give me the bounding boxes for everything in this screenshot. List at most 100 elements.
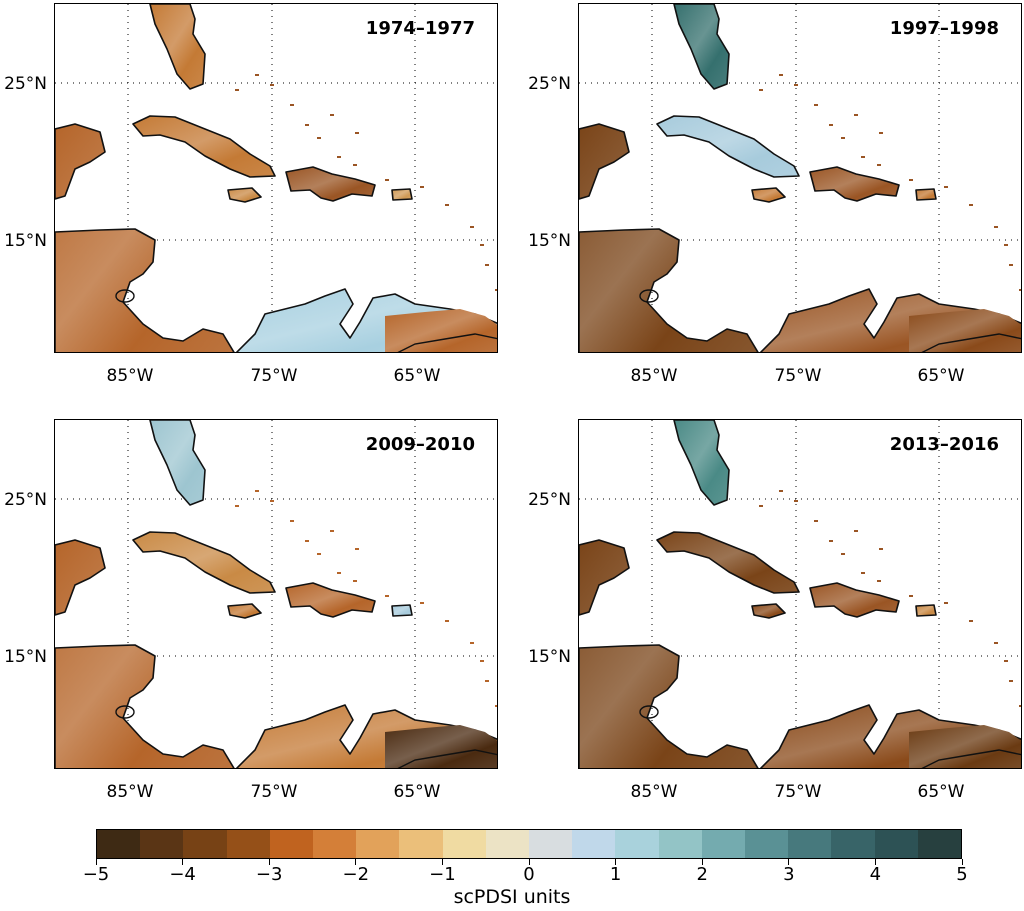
- small-island: [305, 124, 309, 126]
- map-panel-2009-2010: 2009–2010: [54, 419, 498, 769]
- colorbar-tick-label: 3: [783, 864, 795, 885]
- small-island: [944, 186, 948, 188]
- colorbar-tick-label: 2: [696, 864, 708, 885]
- small-island: [854, 114, 858, 116]
- small-island: [841, 137, 845, 139]
- small-island: [759, 89, 763, 91]
- south-america-east-region: [909, 309, 1021, 352]
- colorbar-segment: [269, 830, 314, 858]
- panel-title: 1974–1977: [365, 18, 475, 39]
- small-island: [355, 548, 359, 550]
- small-island: [1009, 264, 1013, 266]
- lat-label-15n: 15°N: [528, 231, 571, 251]
- jamaica-region: [751, 603, 786, 619]
- small-island: [879, 548, 883, 550]
- small-island: [330, 114, 334, 116]
- small-island: [779, 74, 783, 76]
- small-island: [317, 553, 321, 555]
- lon-label-85w: 85°W: [106, 366, 154, 386]
- colorbar-title: scPDSI units: [453, 886, 571, 908]
- small-island: [841, 553, 845, 555]
- lat-label-15n: 15°N: [4, 231, 47, 251]
- central-america-region: [55, 539, 235, 768]
- border-line: [921, 333, 1021, 352]
- hispaniola-region: [809, 582, 900, 618]
- lon-label-75w: 75°W: [250, 366, 298, 386]
- colorbar-segment: [356, 830, 400, 858]
- colorbar-tick-label: −1: [429, 864, 456, 885]
- small-island: [1009, 680, 1013, 682]
- lat-label-15n: 15°N: [4, 647, 47, 667]
- small-island: [485, 264, 489, 266]
- colorbar-tick-label: 0: [523, 864, 535, 885]
- map-canvas: [55, 4, 497, 352]
- small-island: [969, 620, 973, 622]
- colorbar-tick-label: −5: [82, 864, 110, 885]
- border-line: [921, 749, 1021, 768]
- colorbar-segment: [615, 830, 659, 858]
- small-island: [1004, 660, 1008, 662]
- puerto-rico-region: [391, 604, 413, 617]
- lon-label-85w: 85°W: [630, 782, 678, 802]
- colorbar-segment: [572, 830, 616, 858]
- border-line: [397, 749, 497, 768]
- small-island: [909, 179, 913, 181]
- small-island: [420, 602, 424, 604]
- small-island: [255, 490, 259, 492]
- small-island: [355, 132, 359, 134]
- puerto-rico-region: [915, 188, 937, 201]
- lat-label-25n: 25°N: [4, 490, 47, 510]
- small-island: [994, 642, 998, 644]
- colorbar-tick: [961, 859, 963, 865]
- hispaniola-region: [285, 166, 376, 202]
- florida-region: [149, 420, 206, 506]
- map-panel-2013-2016: 2013–2016: [578, 419, 1022, 769]
- colorbar-segment: [917, 830, 962, 858]
- colorbar-tick-label: 5: [956, 864, 968, 885]
- small-island: [909, 595, 913, 597]
- lon-label-65w: 65°W: [917, 366, 965, 386]
- small-island: [290, 520, 294, 522]
- lake-outline: [115, 289, 135, 303]
- small-island: [794, 500, 798, 502]
- small-island: [944, 602, 948, 604]
- lon-label-75w: 75°W: [250, 782, 298, 802]
- small-island: [829, 124, 833, 126]
- colorbar-tick: [701, 859, 703, 865]
- small-island: [317, 137, 321, 139]
- small-island: [385, 595, 389, 597]
- small-island: [330, 530, 334, 532]
- small-island: [445, 620, 449, 622]
- small-island: [994, 226, 998, 228]
- small-island: [854, 530, 858, 532]
- lon-label-75w: 75°W: [774, 782, 822, 802]
- small-island: [470, 642, 474, 644]
- colorbar-tick: [874, 859, 876, 865]
- small-island: [779, 490, 783, 492]
- small-island: [337, 572, 341, 574]
- central-america-region: [579, 123, 759, 352]
- colorbar-segment: [399, 830, 443, 858]
- small-island: [485, 680, 489, 682]
- puerto-rico-region: [391, 188, 413, 201]
- puerto-rico-region: [915, 604, 937, 617]
- small-island: [877, 164, 881, 166]
- lake-outline: [639, 289, 659, 303]
- colorbar-segment: [226, 830, 270, 858]
- florida-region: [673, 420, 730, 506]
- cuba-region: [656, 531, 800, 594]
- small-island: [1019, 289, 1021, 291]
- lake-outline: [115, 705, 135, 719]
- small-island: [337, 156, 341, 158]
- small-island: [480, 660, 484, 662]
- jamaica-region: [227, 187, 262, 203]
- colorbar-tick: [615, 859, 617, 865]
- small-island: [759, 505, 763, 507]
- colorbar-segment: [874, 830, 918, 858]
- small-island: [814, 520, 818, 522]
- colorbar-tick: [355, 859, 357, 865]
- small-island: [1004, 244, 1008, 246]
- colorbar-tick-label: 4: [869, 864, 882, 885]
- lake-outline: [639, 705, 659, 719]
- lon-label-65w: 65°W: [917, 782, 965, 802]
